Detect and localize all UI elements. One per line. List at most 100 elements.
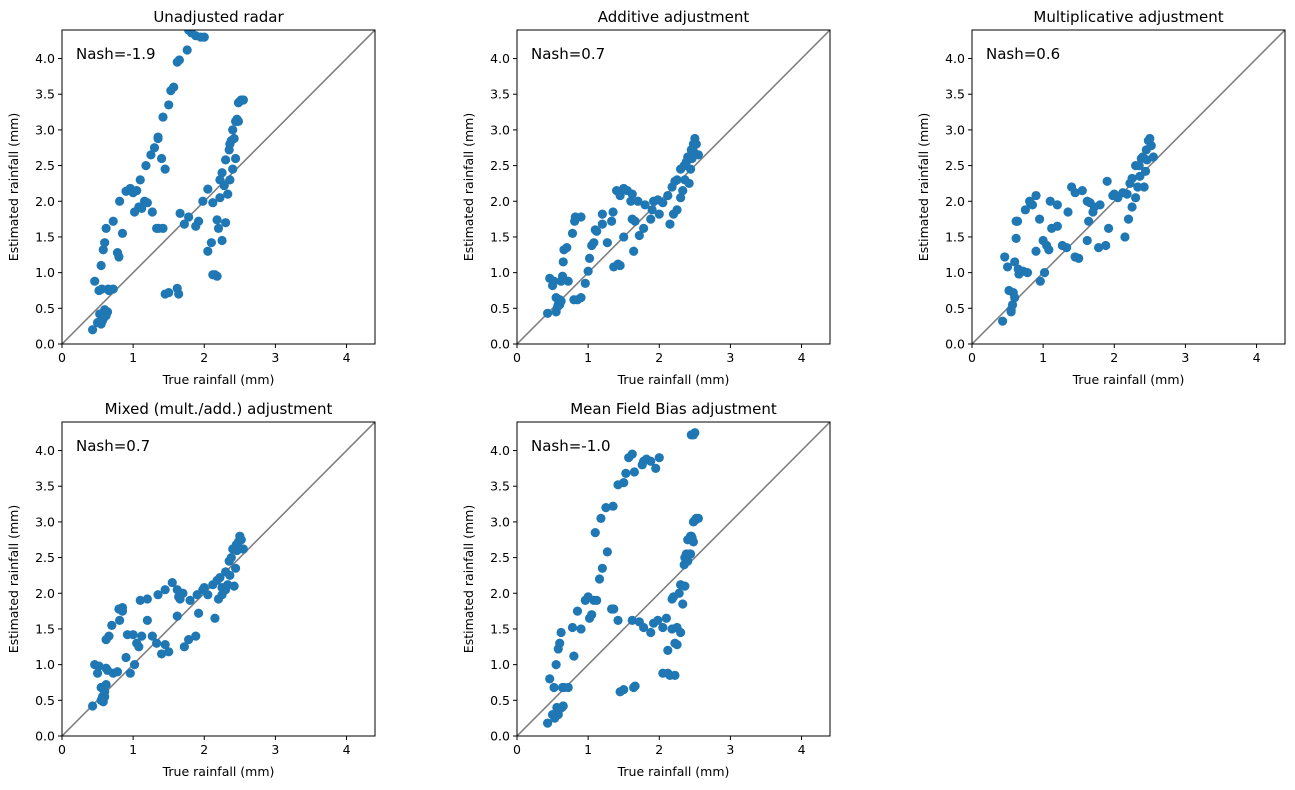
x-tick-label: 0 bbox=[58, 742, 66, 757]
data-point bbox=[685, 164, 696, 174]
y-tick-label: 3.0 bbox=[35, 122, 55, 137]
data-point bbox=[1012, 216, 1023, 226]
data-point bbox=[87, 701, 98, 711]
y-tick-label: 1.0 bbox=[35, 657, 55, 672]
nash-annotation: Nash=0.6 bbox=[986, 45, 1060, 63]
data-point bbox=[141, 160, 151, 171]
data-point bbox=[567, 228, 578, 238]
y-tick-label: 0.5 bbox=[35, 301, 55, 316]
data-point bbox=[1031, 246, 1041, 256]
data-point bbox=[203, 590, 213, 600]
data-point bbox=[101, 310, 111, 321]
data-point bbox=[685, 549, 696, 559]
data-point bbox=[153, 590, 163, 600]
y-tick-label: 2.5 bbox=[490, 550, 510, 565]
data-point bbox=[590, 528, 600, 538]
data-point bbox=[92, 668, 103, 678]
data-point bbox=[153, 133, 163, 144]
y-tick-label: 0.0 bbox=[490, 729, 510, 744]
data-point bbox=[1139, 182, 1149, 192]
data-point bbox=[576, 624, 586, 634]
data-point bbox=[182, 45, 192, 55]
data-point bbox=[217, 235, 227, 246]
data-point bbox=[223, 189, 233, 199]
data-point bbox=[602, 547, 612, 557]
data-point bbox=[174, 289, 184, 299]
data-point bbox=[676, 193, 686, 203]
data-point bbox=[654, 453, 664, 463]
data-point bbox=[108, 216, 118, 226]
y-tick-label: 2.0 bbox=[35, 586, 55, 601]
data-point bbox=[225, 570, 235, 581]
data-point bbox=[627, 189, 637, 199]
data-point bbox=[115, 615, 125, 625]
data-point bbox=[208, 270, 218, 280]
data-point bbox=[647, 205, 657, 215]
y-axis-label: Estimated rainfall (mm) bbox=[916, 113, 931, 261]
data-point bbox=[142, 198, 152, 208]
panel-title: Unadjusted radar bbox=[153, 8, 284, 26]
data-point bbox=[203, 246, 213, 256]
data-point bbox=[206, 238, 216, 248]
data-point bbox=[233, 116, 244, 126]
data-point bbox=[613, 615, 623, 625]
data-point bbox=[226, 552, 236, 563]
data-point bbox=[158, 112, 168, 122]
data-point bbox=[611, 185, 622, 196]
data-point bbox=[179, 642, 189, 652]
data-point bbox=[601, 503, 611, 513]
data-point bbox=[542, 718, 553, 728]
data-point bbox=[590, 225, 600, 235]
y-tick-label: 1.0 bbox=[35, 265, 55, 280]
data-point bbox=[1002, 262, 1013, 272]
y-tick-label: 0.0 bbox=[35, 729, 55, 744]
y-axis-label: Estimated rainfall (mm) bbox=[461, 505, 476, 653]
data-point bbox=[651, 463, 661, 473]
x-tick-label: 1 bbox=[129, 350, 137, 365]
data-point bbox=[1063, 207, 1073, 217]
data-point bbox=[1142, 155, 1152, 165]
data-point bbox=[1082, 235, 1092, 246]
data-point bbox=[1135, 171, 1145, 181]
data-point bbox=[117, 228, 128, 238]
data-point bbox=[129, 660, 140, 670]
data-point bbox=[172, 611, 182, 621]
data-point bbox=[587, 610, 597, 620]
data-point bbox=[174, 55, 184, 65]
identity-line bbox=[62, 30, 375, 344]
data-point bbox=[121, 652, 131, 663]
data-point bbox=[658, 198, 668, 208]
panel-title: Mean Field Bias adjustment bbox=[570, 400, 777, 418]
data-point bbox=[663, 190, 673, 201]
data-point bbox=[147, 631, 157, 641]
data-point bbox=[619, 685, 629, 695]
data-point bbox=[87, 325, 98, 335]
data-point bbox=[198, 196, 208, 206]
nash-annotation: Nash=0.7 bbox=[76, 437, 150, 455]
plot-frame bbox=[61, 421, 376, 737]
data-point bbox=[1052, 200, 1062, 210]
x-tick-label: 1 bbox=[1039, 350, 1047, 365]
x-tick-label: 1 bbox=[584, 350, 592, 365]
data-point bbox=[646, 627, 656, 638]
data-point bbox=[1039, 268, 1050, 278]
data-point bbox=[558, 701, 568, 711]
data-point bbox=[563, 682, 573, 693]
data-point bbox=[597, 563, 607, 573]
data-point bbox=[1035, 276, 1045, 286]
data-point bbox=[596, 513, 606, 523]
data-point bbox=[160, 164, 170, 174]
data-point bbox=[1145, 133, 1155, 144]
y-axis-label: Estimated rainfall (mm) bbox=[6, 113, 21, 261]
data-point bbox=[688, 537, 699, 547]
data-point bbox=[1120, 232, 1130, 242]
data-point bbox=[178, 588, 188, 598]
data-point bbox=[654, 209, 664, 219]
data-point bbox=[630, 216, 640, 226]
data-point bbox=[1052, 221, 1062, 231]
data-point bbox=[580, 278, 590, 288]
data-point bbox=[100, 238, 110, 248]
data-point bbox=[551, 660, 561, 670]
data-point bbox=[114, 252, 124, 262]
data-point bbox=[1000, 252, 1010, 262]
